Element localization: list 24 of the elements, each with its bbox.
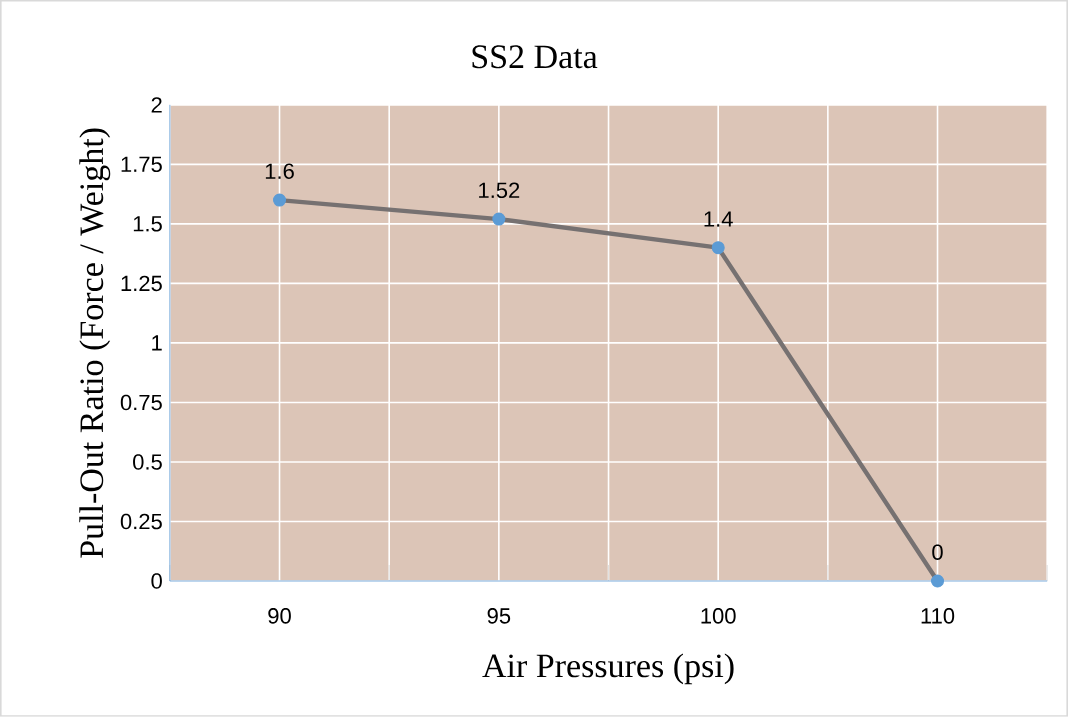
y-tick-label: 0.75 <box>120 394 162 411</box>
point <box>273 193 287 207</box>
data-label: 1.52 <box>479 182 520 199</box>
y-axis-title: Pull-Out Ratio (Force / Weight) <box>79 128 111 558</box>
x-tick-label: 90 <box>268 608 291 624</box>
chart-title: SS2 Data <box>472 45 598 69</box>
x-tick-label: 100 <box>701 608 736 624</box>
y-tick-label: 0.25 <box>120 513 162 530</box>
y-tick-label: 1.75 <box>121 156 162 173</box>
point <box>711 241 725 255</box>
y-tick-label: 2 <box>151 97 162 113</box>
data-label: 0 <box>932 544 943 560</box>
x-axis-title: Air Pressures (psi) <box>482 653 734 685</box>
y-tick-label: 0.5 <box>133 454 162 470</box>
point <box>492 212 506 226</box>
x-tick-label: 95 <box>487 608 511 624</box>
y-tick-label: 1.25 <box>121 275 162 292</box>
y-tick-label: 0 <box>151 573 162 589</box>
data-label: 1.4 <box>704 211 733 227</box>
point <box>931 574 945 588</box>
data-label: 1.6 <box>265 163 294 180</box>
x-tick-label: 110 <box>921 608 955 624</box>
y-tick-label: 1 <box>152 335 162 351</box>
y-tick-label: 1.5 <box>133 216 162 232</box>
